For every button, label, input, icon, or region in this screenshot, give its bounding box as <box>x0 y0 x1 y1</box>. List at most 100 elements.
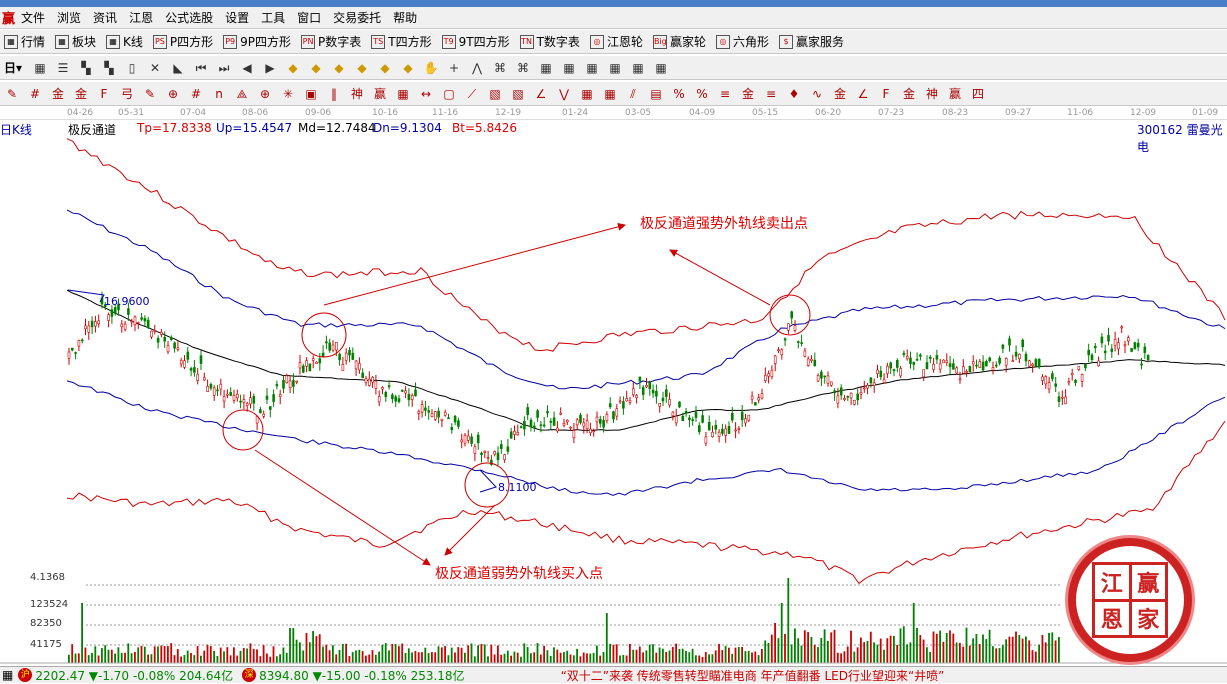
draw-tool-icon[interactable]: ▤ <box>650 86 662 101</box>
toolbar-button[interactable]: ◎ 江恩轮 <box>589 33 643 50</box>
draw-tool-icon[interactable]: ✳ <box>282 86 294 101</box>
draw-tool-icon[interactable]: # <box>190 86 202 101</box>
draw-tool-icon[interactable]: ⫽ <box>630 86 636 101</box>
toolbar-button[interactable]: PS P四方形 <box>152 33 213 50</box>
sz-index[interactable]: 8394.80 ▼-15.00 -0.18% 253.18亿 <box>259 668 465 683</box>
kline-chart[interactable] <box>0 0 1227 666</box>
draw-tool-icon[interactable]: ▦ <box>581 86 593 101</box>
draw-tool-icon[interactable]: 金 <box>902 86 915 101</box>
menu-item[interactable]: 公式选股 <box>165 11 214 25</box>
draw-tool-icon[interactable]: % <box>673 86 685 101</box>
tool-icon[interactable]: ▦ <box>609 60 621 75</box>
draw-tool-icon[interactable]: ⟁ <box>236 86 248 101</box>
menu-item[interactable]: 资讯 <box>93 11 118 25</box>
tool-icon[interactable]: ✕ <box>150 60 161 75</box>
draw-tool-icon[interactable]: ⊕ <box>167 86 179 101</box>
tool-icon[interactable]: ◀ <box>242 60 252 75</box>
draw-tool-icon[interactable]: 金 <box>741 86 754 101</box>
draw-tool-icon[interactable]: ↔ <box>420 86 432 101</box>
tool-icon[interactable]: ⋀ <box>472 60 482 75</box>
draw-tool-icon[interactable]: ♦ <box>788 86 800 101</box>
menu-item[interactable]: 设置 <box>225 11 250 25</box>
toolbar-button[interactable]: P9 9P四方形 <box>223 33 291 50</box>
draw-tool-icon[interactable]: ∿ <box>811 86 823 101</box>
tool-icon[interactable]: ◣ <box>173 60 183 75</box>
draw-tool-icon[interactable]: ▦ <box>397 86 409 101</box>
toolbar-button[interactable]: ▦ K线 <box>106 33 143 50</box>
toolbar-button[interactable]: $ 赢家服务 <box>778 33 844 50</box>
draw-tool-icon[interactable]: ▧ <box>512 86 524 101</box>
draw-tool-icon[interactable]: F <box>882 86 890 101</box>
draw-tool-icon[interactable]: ≡ <box>719 86 731 101</box>
toolbar-button[interactable]: T9 9T四方形 <box>441 33 510 50</box>
menu-item[interactable]: 工具 <box>261 11 286 25</box>
draw-tool-icon[interactable]: ⊕ <box>259 86 271 101</box>
draw-tool-icon[interactable]: # <box>29 86 41 101</box>
toolbar-button[interactable]: TS T四方形 <box>371 33 432 50</box>
menu-item[interactable]: 交易委托 <box>333 11 382 25</box>
tool-icon[interactable]: ◆ <box>288 60 298 75</box>
tool-icon[interactable]: ✋ <box>423 60 439 75</box>
toolbar-button[interactable]: PN P数字表 <box>301 33 361 50</box>
news-ticker[interactable]: “双十二”来袭 传统零售转型瞄准电商 年产值翻番 LED行业望迎来“井喷” <box>560 668 945 683</box>
tool-icon[interactable]: ▚ <box>81 60 91 75</box>
toolbar-button[interactable]: ▦ 板块 <box>55 33 96 50</box>
tool-icon[interactable]: ▦ <box>655 60 667 75</box>
draw-tool-icon[interactable]: ▢ <box>443 86 455 101</box>
tool-icon[interactable]: ◆ <box>334 60 344 75</box>
tool-icon[interactable]: ⏮ <box>195 60 207 75</box>
tool-icon[interactable]: ▚ <box>104 60 114 75</box>
toolbar-button[interactable]: ▦ 行情 <box>4 33 45 50</box>
draw-tool-icon[interactable]: ⟋ <box>467 86 477 101</box>
tool-icon[interactable]: ⏭ <box>218 60 230 75</box>
menu-item[interactable]: 江恩 <box>129 11 154 25</box>
tool-icon[interactable]: ☰ <box>57 60 69 75</box>
draw-tool-icon[interactable]: ‖ <box>331 86 337 101</box>
tool-icon[interactable]: ▦ <box>563 60 575 75</box>
tool-icon[interactable]: + <box>449 60 460 75</box>
tool-icon[interactable]: ▦ <box>540 60 552 75</box>
draw-tool-icon[interactable]: 赢 <box>373 86 386 101</box>
draw-tool-icon[interactable]: 金 <box>74 86 87 101</box>
period-select[interactable]: 日 ▾ <box>4 60 23 76</box>
draw-tool-icon[interactable]: F <box>100 86 108 101</box>
draw-tool-icon[interactable]: 金 <box>51 86 64 101</box>
draw-tool-icon[interactable]: n <box>215 86 223 101</box>
menu-item[interactable]: 帮助 <box>393 11 418 25</box>
tool-icon[interactable]: ⌘ <box>494 60 507 75</box>
tool-icon[interactable]: ▦ <box>632 60 644 75</box>
draw-tool-icon[interactable]: 赢 <box>948 86 961 101</box>
draw-tool-icon[interactable]: ≡ <box>765 86 777 101</box>
draw-tool-icon[interactable]: % <box>696 86 708 101</box>
menu-item[interactable]: 文件 <box>21 11 46 25</box>
draw-tool-icon[interactable]: ∠ <box>857 86 869 101</box>
sh-index[interactable]: 2202.47 ▼-1.70 -0.08% 204.64亿 <box>35 668 234 683</box>
toolbar-button[interactable]: ◎ 六角形 <box>715 33 769 50</box>
draw-tool-icon[interactable]: 神 <box>350 86 363 101</box>
draw-tool-icon[interactable]: ⋁ <box>559 86 569 101</box>
tool-icon[interactable]: ⌘ <box>517 60 530 75</box>
toolbar-button[interactable]: Big 赢家轮 <box>652 33 706 50</box>
tool-icon[interactable]: ▯ <box>128 60 136 75</box>
draw-tool-icon[interactable]: 金 <box>833 86 846 101</box>
menu-item[interactable]: 窗口 <box>297 11 322 25</box>
tool-icon[interactable]: ▦ <box>586 60 598 75</box>
draw-tool-icon[interactable]: ▧ <box>489 86 501 101</box>
draw-tool-icon[interactable]: ▣ <box>305 86 317 101</box>
calendar-icon[interactable]: ▦ <box>2 668 14 682</box>
draw-tool-icon[interactable]: ∠ <box>535 86 547 101</box>
toolbar-button[interactable]: TN T数字表 <box>519 33 580 50</box>
draw-tool-icon[interactable]: ✎ <box>144 86 156 101</box>
tool-icon[interactable]: ▦ <box>34 60 46 75</box>
tool-icon[interactable]: ▶ <box>265 60 275 75</box>
tool-icon[interactable]: ◆ <box>311 60 321 75</box>
tool-icon[interactable]: ◆ <box>357 60 367 75</box>
draw-tool-icon[interactable]: 神 <box>925 86 938 101</box>
tool-icon[interactable]: ◆ <box>380 60 390 75</box>
tool-icon[interactable]: ◆ <box>403 60 413 75</box>
draw-tool-icon[interactable]: ▦ <box>604 86 616 101</box>
menu-item[interactable]: 浏览 <box>57 11 82 25</box>
draw-tool-icon[interactable]: 弓 <box>120 86 133 101</box>
draw-tool-icon[interactable]: 四 <box>971 86 984 101</box>
draw-tool-icon[interactable]: ✎ <box>6 86 18 101</box>
